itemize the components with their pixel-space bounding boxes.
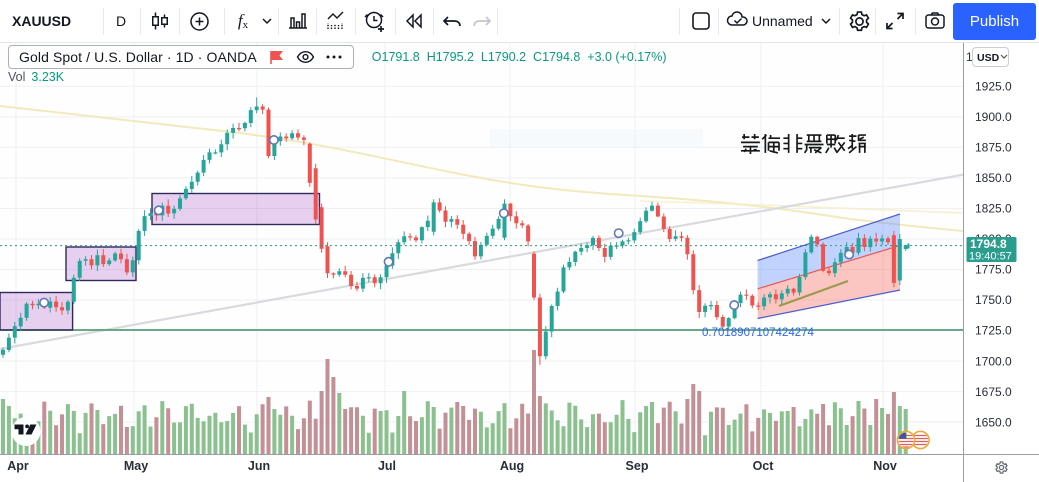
svg-text:Aug: Aug bbox=[500, 459, 524, 473]
svg-text:Nov: Nov bbox=[873, 459, 897, 473]
svg-text:Sep: Sep bbox=[626, 459, 649, 473]
svg-text:1825.0: 1825.0 bbox=[975, 202, 1012, 216]
svg-text:0.7018907107424274: 0.7018907107424274 bbox=[702, 327, 815, 339]
svg-text:Oct: Oct bbox=[753, 459, 775, 473]
svg-text:1: 1 bbox=[966, 50, 973, 64]
svg-text:1675.0: 1675.0 bbox=[975, 385, 1012, 399]
svg-text:1900.0: 1900.0 bbox=[975, 110, 1012, 124]
svg-text:1925.0: 1925.0 bbox=[975, 80, 1012, 94]
svg-text:Apr: Apr bbox=[7, 459, 29, 473]
svg-text:1750.0: 1750.0 bbox=[975, 293, 1012, 307]
svg-text:1775.0: 1775.0 bbox=[975, 263, 1012, 277]
svg-text:1875.0: 1875.0 bbox=[975, 141, 1012, 155]
svg-text:1650.0: 1650.0 bbox=[975, 415, 1012, 429]
svg-text:1850.0: 1850.0 bbox=[975, 171, 1012, 185]
svg-text:1794.8: 1794.8 bbox=[970, 237, 1007, 251]
svg-text:Jul: Jul bbox=[378, 459, 396, 473]
svg-text:USD: USD bbox=[977, 52, 1000, 64]
svg-text:May: May bbox=[124, 459, 148, 473]
svg-text:19:40:57: 19:40:57 bbox=[969, 251, 1012, 263]
svg-text:1725.0: 1725.0 bbox=[975, 324, 1012, 338]
svg-text:1700.0: 1700.0 bbox=[975, 354, 1012, 368]
svg-text:Jun: Jun bbox=[248, 459, 270, 473]
